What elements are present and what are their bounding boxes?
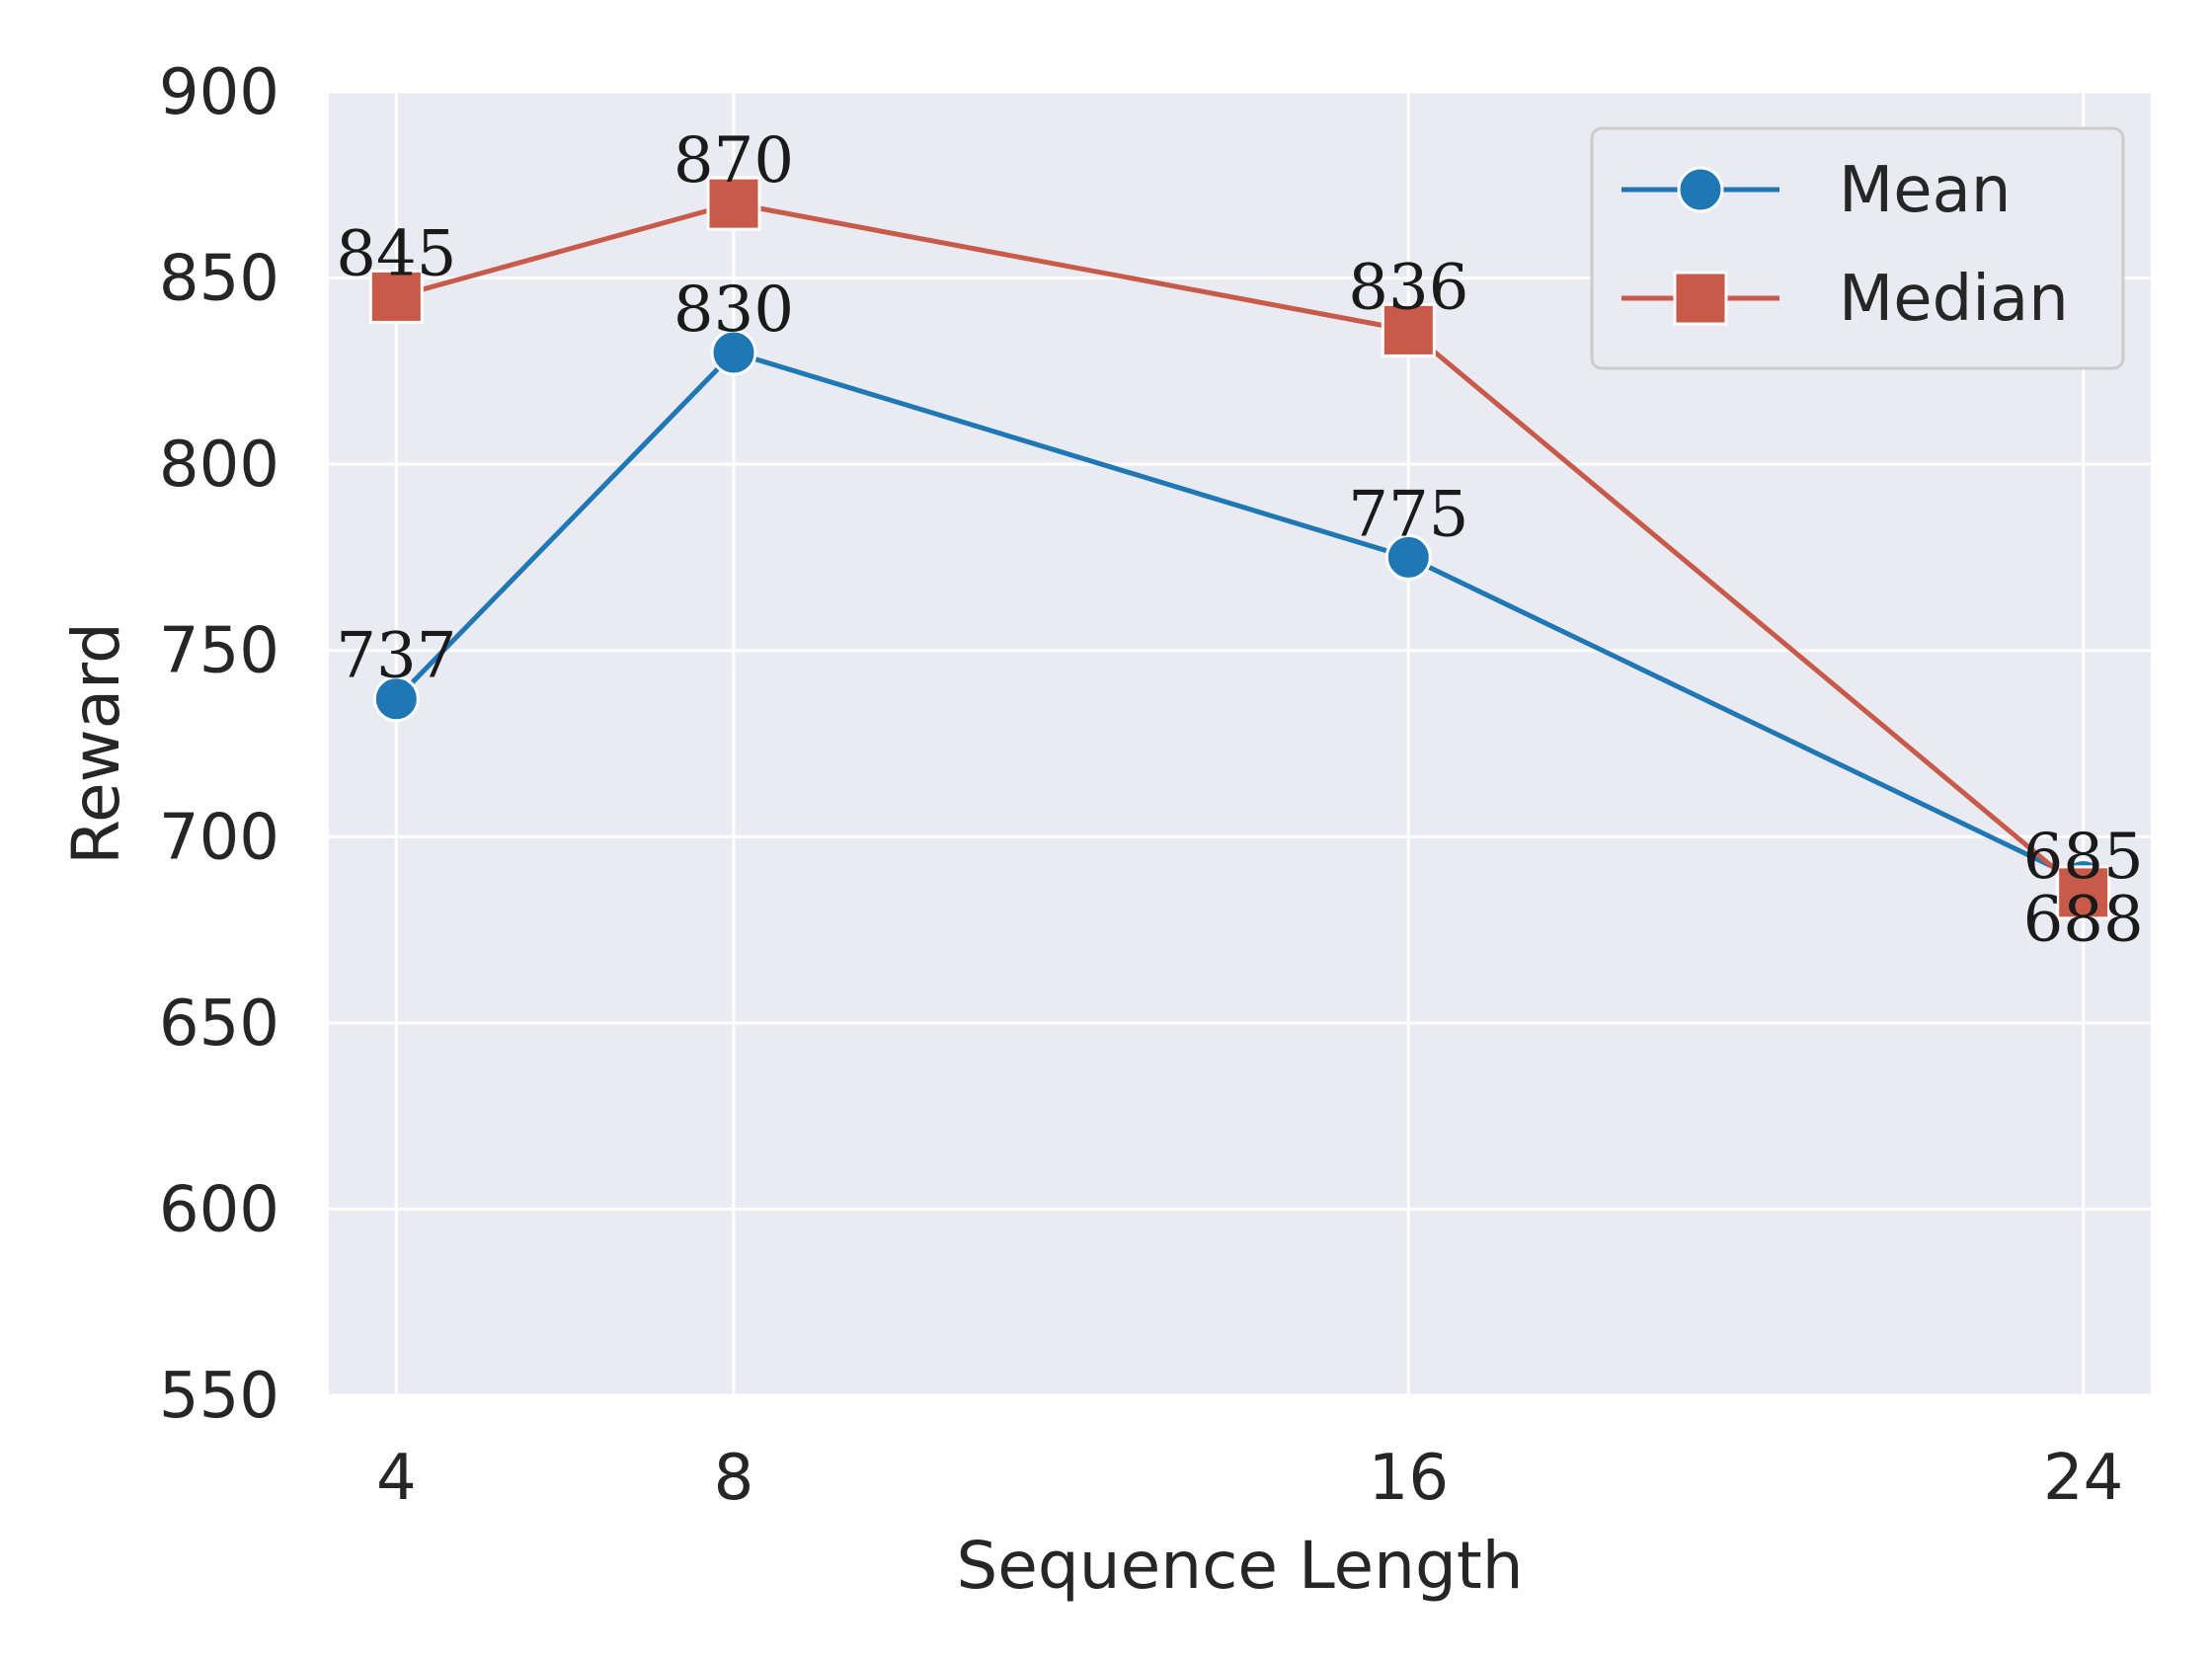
series-line-mean: [394, 350, 2085, 884]
point-median: [706, 176, 761, 231]
data-label-median: 836: [1348, 251, 1468, 324]
y-axis-ticks: 550 600 650 700 750 800 850 900: [159, 56, 279, 1433]
series-layer: [368, 176, 2111, 920]
point-mean: [710, 329, 757, 376]
point-mean: [372, 675, 420, 723]
data-label-median: 870: [673, 124, 794, 198]
data-label-median: 845: [336, 217, 456, 290]
data-label-mean: 737: [336, 620, 456, 693]
point-median: [368, 269, 424, 324]
data-labels: 737 830 775 688 845 870 836 685: [336, 124, 2143, 956]
data-label-mean: 688: [2023, 884, 2144, 957]
y-tick-label: 550: [159, 1360, 279, 1433]
y-tick-label: 850: [159, 243, 279, 316]
y-axis-label: Reward: [58, 622, 134, 865]
x-tick-label: 24: [2043, 1442, 2123, 1515]
point-median: [1381, 302, 1436, 357]
legend-label: Median: [1839, 263, 2069, 336]
y-tick-label: 800: [159, 429, 279, 502]
point-mean: [1384, 533, 1432, 581]
y-tick-label: 600: [159, 1173, 279, 1246]
legend-marker: [1673, 271, 1728, 326]
point-median: [2056, 865, 2111, 920]
legend-item-mean: Mean: [1621, 154, 2011, 227]
x-tick-label: 4: [376, 1442, 417, 1515]
data-label-median: 685: [2023, 821, 2144, 894]
y-tick-label: 750: [159, 615, 279, 688]
y-tick-label: 900: [159, 56, 279, 129]
x-tick-label: 16: [1369, 1442, 1449, 1515]
y-tick-label: 700: [159, 801, 279, 874]
data-label-mean: 775: [1348, 478, 1468, 551]
data-label-mean: 830: [673, 274, 794, 347]
series-line-median: [395, 200, 2086, 895]
legend-label: Mean: [1839, 154, 2011, 227]
y-tick-label: 650: [159, 988, 279, 1061]
x-tick-label: 8: [714, 1442, 754, 1515]
x-axis-label: Sequence Length: [956, 1528, 1523, 1604]
legend: Mean Median: [1590, 126, 2125, 370]
legend-marker: [1677, 166, 1724, 213]
x-axis-ticks: 4 8 16 24: [376, 1442, 2123, 1515]
legend-item-median: Median: [1621, 263, 2069, 336]
